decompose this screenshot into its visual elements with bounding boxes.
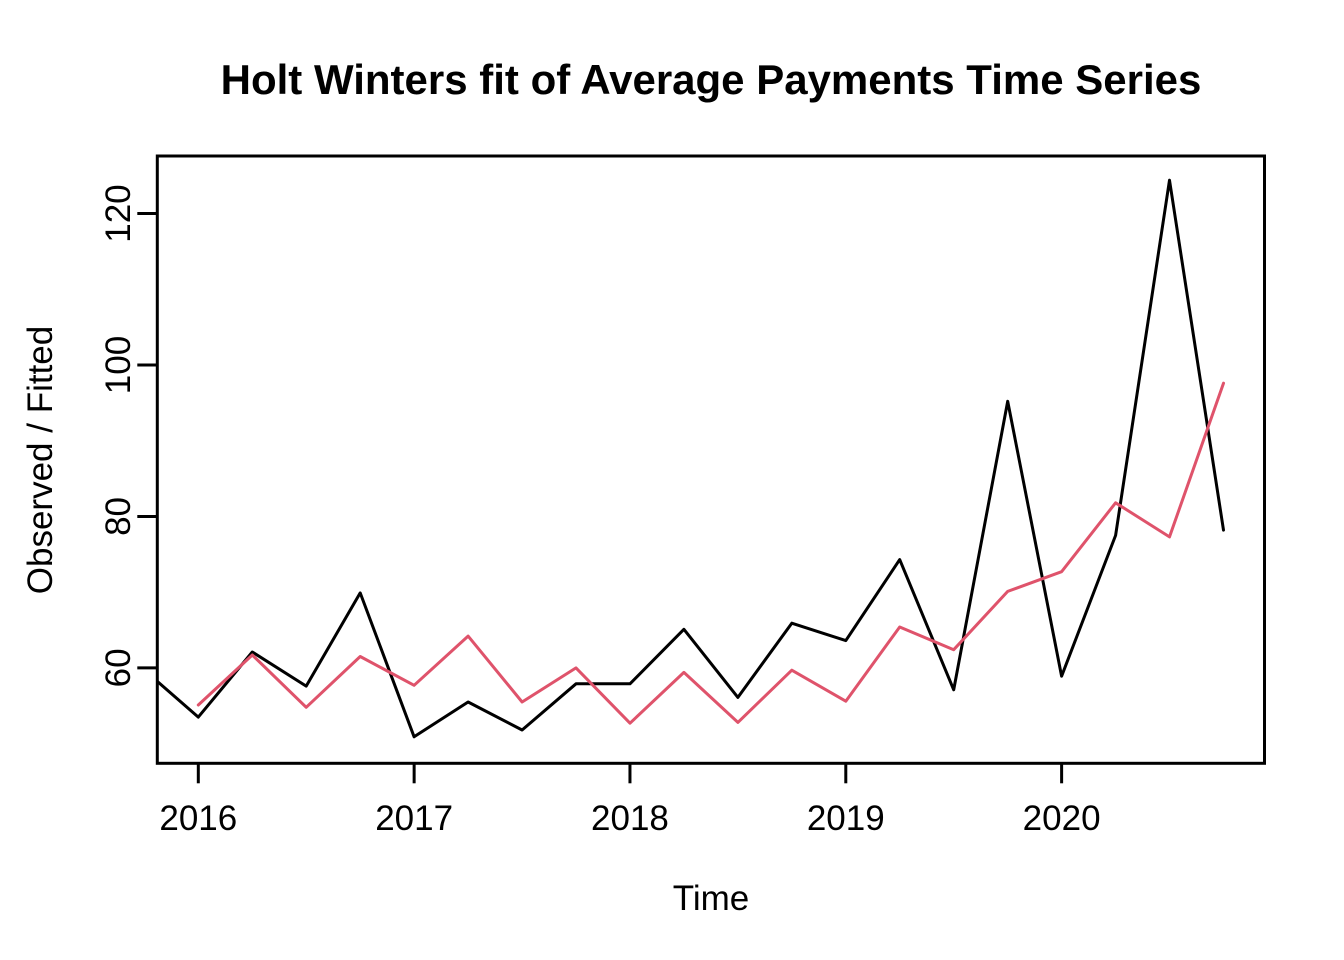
plot-box [155, 154, 1266, 765]
x-tick-label: 2016 [159, 799, 237, 838]
y-tick-label: 100 [99, 336, 138, 394]
x-axis-title: Time [673, 879, 749, 918]
x-axis-tick-labels: 2016 2017 2018 2019 2020 [159, 799, 1100, 838]
y-tick-label: 80 [99, 497, 138, 536]
y-tick-label: 120 [99, 184, 138, 242]
x-tick-label: 2018 [591, 799, 669, 838]
y-tick-label: 60 [99, 648, 138, 687]
y-axis-tick-labels: 60 80 100 120 [99, 184, 138, 687]
series-lines [157, 178, 1225, 739]
x-tick-label: 2017 [375, 799, 453, 838]
y-axis-ticks [137, 212, 158, 670]
fitted-line [196, 381, 1225, 725]
x-tick-label: 2020 [1023, 799, 1101, 838]
x-tick-label: 2019 [807, 799, 885, 838]
x-axis-ticks [196, 763, 1064, 784]
y-axis-title: Observed / Fitted [21, 326, 60, 594]
observed-line [157, 178, 1225, 739]
chart-title: Holt Winters fit of Average Payments Tim… [221, 56, 1202, 103]
